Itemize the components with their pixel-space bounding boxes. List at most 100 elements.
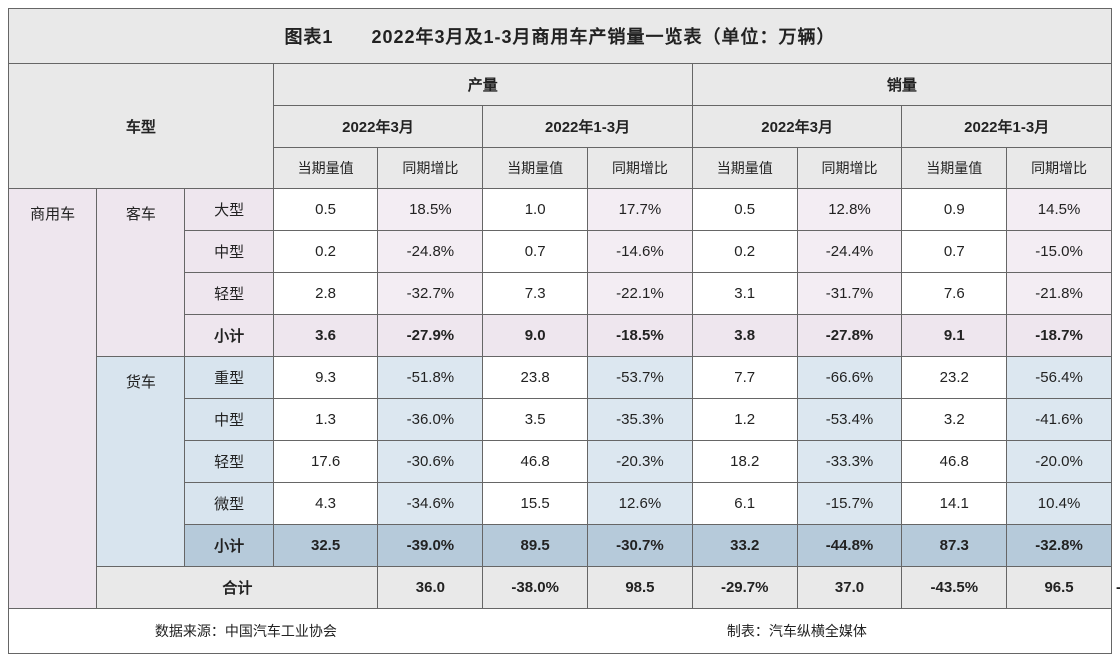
size-cell: 中型 [185,399,273,441]
header-curr-val: 当期量值 [273,148,378,189]
data-cell: 14.1 [902,483,1007,525]
data-cell: 3.1 [692,273,797,315]
data-cell: -53.4% [797,399,902,441]
commercial-vehicle-table: 图表1 2022年3月及1-3月商用车产销量一览表（单位：万辆） 车型 产量 销… [8,8,1112,654]
data-cell: 0.7 [483,231,588,273]
data-cell: 0.9 [902,189,1007,231]
header-sales-period2: 2022年1-3月 [902,106,1112,148]
header-row-1: 车型 产量 销量 [9,64,1112,106]
data-cell: 46.8 [483,441,588,483]
data-cell: -38.0% [483,567,588,609]
data-cell: -20.3% [588,441,693,483]
group-label-bus: 客车 [97,189,185,357]
data-cell: 98.5 [588,567,693,609]
data-cell: 18.5% [378,189,483,231]
data-cell: -51.8% [378,357,483,399]
data-cell: 36.0 [378,567,483,609]
header-vehicle-type: 车型 [9,64,274,189]
data-cell: -18.5% [588,315,693,357]
data-cell: 10.4% [1007,483,1112,525]
header-prod-period1: 2022年3月 [273,106,483,148]
data-cell: 3.2 [902,399,1007,441]
data-cell: 3.6 [273,315,378,357]
data-cell: -43.5% [902,567,1007,609]
data-cell: 4.3 [273,483,378,525]
main-category-cell: 商用车 [9,189,97,609]
data-cell: -15.0% [1007,231,1112,273]
data-cell: 2.8 [273,273,378,315]
header-production: 产量 [273,64,692,106]
footer-source: 数据来源：中国汽车工业协会 [9,609,483,654]
data-cell: -39.0% [378,525,483,567]
data-cell: 1.2 [692,399,797,441]
header-yoy: 同期增比 [378,148,483,189]
data-cell: -30.7% [588,525,693,567]
size-cell: 轻型 [185,273,273,315]
data-cell: -31.7% [797,273,902,315]
data-cell: 1.3 [273,399,378,441]
size-cell: 中型 [185,231,273,273]
data-cell: -34.6% [378,483,483,525]
header-curr-val: 当期量值 [902,148,1007,189]
data-cell: 89.5 [483,525,588,567]
data-cell: 37.0 [797,567,902,609]
data-cell: 3.8 [692,315,797,357]
data-cell: -56.4% [1007,357,1112,399]
size-cell: 大型 [185,189,273,231]
data-cell: 23.8 [483,357,588,399]
data-cell: -18.7% [1007,315,1112,357]
header-sales-period1: 2022年3月 [692,106,902,148]
data-cell: 3.5 [483,399,588,441]
table-row: 商用车 客车 大型 0.5 18.5% 1.0 17.7% 0.5 12.8% … [9,189,1112,231]
data-cell: -36.0% [378,399,483,441]
data-cell: 15.5 [483,483,588,525]
data-cell: -33.3% [797,441,902,483]
group-label-truck: 货车 [97,357,185,567]
data-cell: -22.1% [588,273,693,315]
data-cell: 7.6 [902,273,1007,315]
data-cell: -44.8% [797,525,902,567]
header-yoy: 同期增比 [588,148,693,189]
data-cell: 9.3 [273,357,378,399]
data-cell: -20.0% [1007,441,1112,483]
table-title: 图表1 2022年3月及1-3月商用车产销量一览表（单位：万辆） [9,9,1112,64]
data-cell: 32.5 [273,525,378,567]
data-cell: 46.8 [902,441,1007,483]
data-cell: 0.2 [692,231,797,273]
size-cell: 重型 [185,357,273,399]
data-cell: 33.2 [692,525,797,567]
data-cell: 14.5% [1007,189,1112,231]
data-cell: -14.6% [588,231,693,273]
size-cell: 微型 [185,483,273,525]
data-cell: 0.5 [692,189,797,231]
data-cell: -29.7% [692,567,797,609]
subtotal-label: 小计 [185,315,273,357]
data-cell: -24.8% [378,231,483,273]
data-cell: -21.8% [1007,273,1112,315]
data-cell: 0.5 [273,189,378,231]
data-cell: 6.1 [692,483,797,525]
subtotal-label: 小计 [185,525,273,567]
data-cell: -15.7% [797,483,902,525]
data-cell: 87.3 [902,525,1007,567]
data-cell: 96.5 [1007,567,1112,609]
data-cell: 12.8% [797,189,902,231]
header-curr-val: 当期量值 [483,148,588,189]
table-title-row: 图表1 2022年3月及1-3月商用车产销量一览表（单位：万辆） [9,9,1112,64]
footer-maker: 制表：汽车纵横全媒体 [483,609,1112,654]
data-cell: 7.3 [483,273,588,315]
header-sales: 销量 [692,64,1111,106]
data-cell: -30.6% [378,441,483,483]
data-cell: -24.4% [797,231,902,273]
total-label: 合计 [97,567,378,609]
data-cell: -27.9% [378,315,483,357]
header-prod-period2: 2022年1-3月 [483,106,693,148]
footer-row: 数据来源：中国汽车工业协会 制表：汽车纵横全媒体 [9,609,1112,654]
header-curr-val: 当期量值 [692,148,797,189]
data-cell: 9.0 [483,315,588,357]
data-cell: 0.2 [273,231,378,273]
data-cell: -41.6% [1007,399,1112,441]
data-cell: 12.6% [588,483,693,525]
data-cell: 23.2 [902,357,1007,399]
data-cell: -53.7% [588,357,693,399]
